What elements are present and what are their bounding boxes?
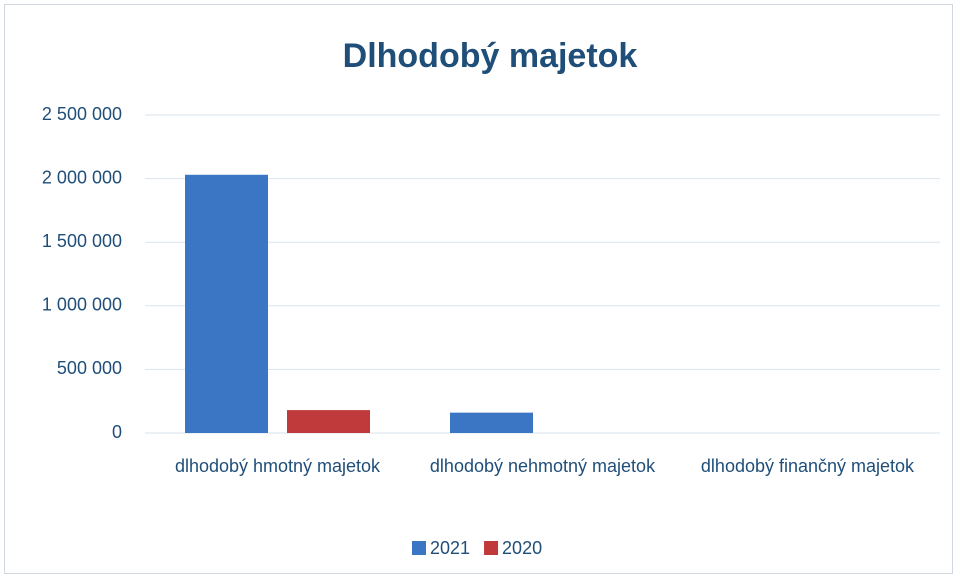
legend-label: 2020 [502,538,542,558]
bar [185,174,268,433]
y-tick-label: 500 000 [57,358,122,378]
chart-title: Dlhodobý majetok [343,37,638,75]
bar [450,412,533,433]
y-tick-label: 1 000 000 [42,295,122,315]
legend-swatch [484,541,499,555]
y-tick-label: 0 [112,422,122,442]
chart-frame [4,4,953,574]
y-tick-label: 2 500 000 [42,104,122,124]
x-tick-label: dlhodobý hmotný majetok [174,456,381,476]
legend-swatch [412,541,426,555]
legend-label: 2021 [430,538,470,558]
y-tick-label: 2 000 000 [42,167,122,187]
bar [287,410,370,433]
y-tick-label: 1 500 000 [42,231,122,251]
x-tick-label: dlhodobý nehmotný majetok [429,456,656,476]
x-tick-label: dlhodobý finančný majetok [700,456,915,476]
